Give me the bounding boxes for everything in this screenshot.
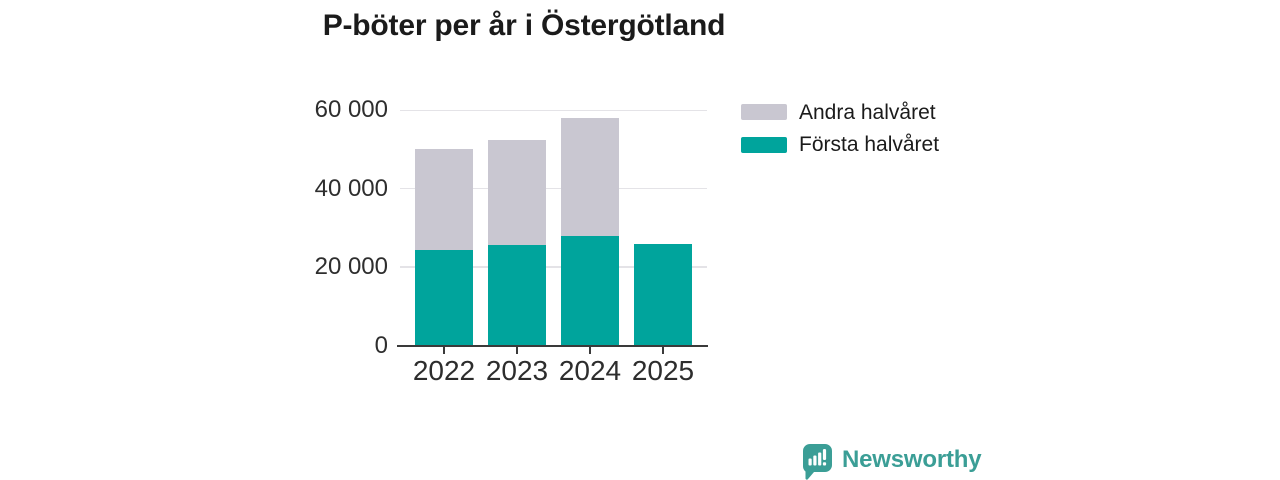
bar-2022-second-half xyxy=(415,149,473,251)
y-tick-label: 0 xyxy=(374,331,388,359)
legend-swatch-0 xyxy=(741,104,787,120)
x-tick-2022 xyxy=(442,347,446,354)
y-tick-label: 40 000 xyxy=(314,174,388,202)
bar-chart-speech-bubble-icon xyxy=(803,444,832,480)
legend-label-1: Första halvåret xyxy=(799,133,940,156)
gridline-60000 xyxy=(400,109,707,112)
gridline-20000 xyxy=(400,266,707,268)
brand-name: Newsworthy xyxy=(842,446,982,473)
x-tick-2023 xyxy=(515,347,519,354)
legend-swatch-1 xyxy=(741,136,787,153)
x-tick-2024 xyxy=(588,347,592,354)
legend-item-0: Andra halvåret xyxy=(741,100,939,124)
x-tick-label-2023: 2023 xyxy=(485,355,549,386)
bar-2023-second-half xyxy=(488,139,546,245)
brand-logo: Newsworthy xyxy=(803,444,982,480)
y-axis: 0 20 000 40 000 60 000 xyxy=(270,0,388,360)
legend: Andra halvåret Första halvåret xyxy=(741,100,940,169)
x-tick-2025 xyxy=(661,347,665,354)
legend-item-1: Första halvåret xyxy=(741,133,940,156)
chart-title: P-böter per år i Östergötland xyxy=(322,9,726,42)
plot-area xyxy=(400,0,707,346)
bar-2025-first-half xyxy=(634,244,692,346)
x-tick-label-2024: 2024 xyxy=(558,355,622,386)
x-tick-label-2022: 2022 xyxy=(412,355,476,386)
x-axis-line xyxy=(397,344,708,348)
bar-2023-first-half xyxy=(488,244,546,346)
legend-label-0: Andra halvåret xyxy=(799,100,936,124)
bar-2024-first-half xyxy=(561,235,619,346)
y-tick-label: 60 000 xyxy=(314,96,388,124)
y-tick-label: 20 000 xyxy=(314,253,388,281)
gridline-40000 xyxy=(400,187,707,190)
bar-2022-first-half xyxy=(415,250,473,346)
bar-2024-second-half xyxy=(561,117,619,236)
x-tick-label-2025: 2025 xyxy=(631,355,695,386)
